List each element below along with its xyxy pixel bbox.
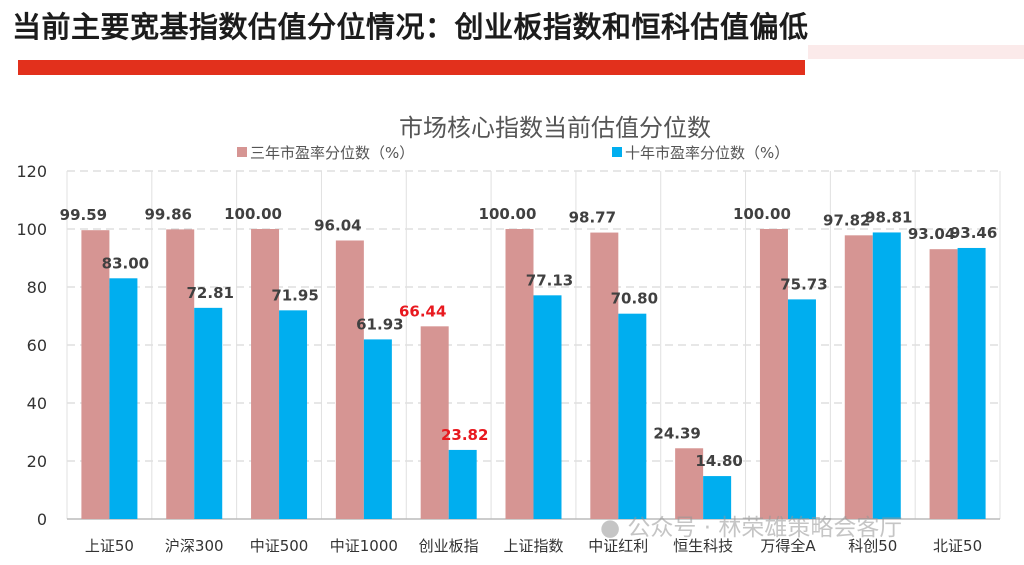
data-label-ten-year: 77.13 (526, 271, 573, 289)
chart-title: 市场核心指数当前估值分位数 (399, 114, 711, 142)
bar-three-year (166, 229, 195, 519)
decorative-strip (808, 45, 1024, 59)
data-label-ten-year: 14.80 (695, 452, 742, 470)
bar-three-year (251, 229, 280, 519)
data-label-three-year: 24.39 (653, 424, 700, 442)
bar-three-year (590, 232, 619, 519)
wechat-icon: ● (600, 515, 621, 541)
bar-three-year (929, 249, 958, 519)
x-tick-label: 恒生科技 (673, 537, 733, 555)
title-underline-bar (18, 60, 805, 75)
x-tick-label: 万得全A (760, 537, 816, 555)
data-label-ten-year: 93.46 (950, 224, 997, 242)
data-label-three-year: 96.04 (314, 216, 361, 234)
data-label-ten-year: 72.81 (187, 284, 234, 302)
data-label-ten-year: 70.80 (611, 290, 658, 308)
y-tick-label: 0 (37, 510, 47, 529)
legend-swatch-three-year (237, 147, 247, 157)
data-label-three-year: 100.00 (733, 205, 791, 223)
data-label-ten-year: 83.00 (102, 254, 149, 272)
legend-swatch-ten-year (612, 147, 622, 157)
data-label-three-year: 99.59 (60, 206, 107, 224)
bar-ten-year (703, 476, 732, 519)
y-tick-label: 120 (16, 162, 47, 181)
bar-three-year (420, 326, 449, 519)
bar-ten-year (618, 313, 647, 519)
bar-ten-year (448, 449, 477, 519)
data-label-ten-year: 75.73 (780, 275, 827, 293)
data-label-ten-year: 23.82 (441, 426, 488, 444)
y-tick-label: 40 (27, 394, 47, 413)
data-label-ten-year: 71.95 (271, 286, 318, 304)
data-label-three-year: 98.77 (569, 209, 616, 227)
x-tick-label: 中证500 (250, 537, 309, 555)
bar-three-year (81, 230, 110, 519)
bar-ten-year (872, 232, 901, 520)
bar-ten-year (363, 339, 392, 519)
watermark: ● 公众号 · 林荣雄策略会客厅 (600, 508, 902, 542)
y-tick-label: 80 (27, 278, 47, 297)
watermark-text: 公众号 · 林荣雄策略会客厅 (627, 515, 903, 541)
bar-three-year (759, 229, 788, 519)
x-tick-label: 沪深300 (165, 537, 224, 555)
bar-three-year (675, 448, 704, 519)
y-tick-label: 60 (27, 336, 47, 355)
data-label-three-year: 93.04 (908, 225, 955, 243)
data-label-three-year: 97.82 (823, 211, 870, 229)
bar-ten-year (109, 278, 138, 519)
x-tick-label: 上证指数 (503, 537, 563, 555)
x-tick-label: 中证红利 (588, 537, 648, 555)
bar-ten-year (279, 310, 308, 519)
data-label-three-year: 100.00 (224, 205, 282, 223)
bar-ten-year (787, 299, 816, 519)
bar-ten-year (194, 307, 223, 519)
x-tick-label: 创业板指 (419, 537, 479, 555)
data-label-three-year: 66.44 (399, 302, 446, 320)
y-tick-label: 20 (27, 452, 47, 471)
data-label-ten-year: 98.81 (865, 208, 912, 226)
data-label-three-year: 100.00 (479, 205, 537, 223)
legend-label-ten-year: 十年市盈率分位数（%） (625, 144, 789, 162)
slide-title: 当前主要宽基指数估值分位情况：创业板指数和恒科估值偏低 (12, 10, 809, 44)
bar-ten-year (957, 247, 986, 519)
x-tick-label: 上证50 (85, 537, 134, 555)
x-tick-label: 中证1000 (330, 537, 398, 555)
bar-three-year (844, 235, 873, 519)
y-tick-label: 100 (16, 220, 47, 239)
bar-ten-year (533, 295, 562, 519)
legend-label-three-year: 三年市盈率分位数（%） (250, 144, 414, 162)
x-tick-label: 北证50 (933, 537, 982, 555)
x-tick-label: 科创50 (848, 537, 897, 555)
bar-three-year (505, 229, 534, 519)
data-label-ten-year: 61.93 (356, 315, 403, 333)
data-label-three-year: 99.86 (145, 205, 192, 223)
bar-three-year (335, 240, 364, 519)
